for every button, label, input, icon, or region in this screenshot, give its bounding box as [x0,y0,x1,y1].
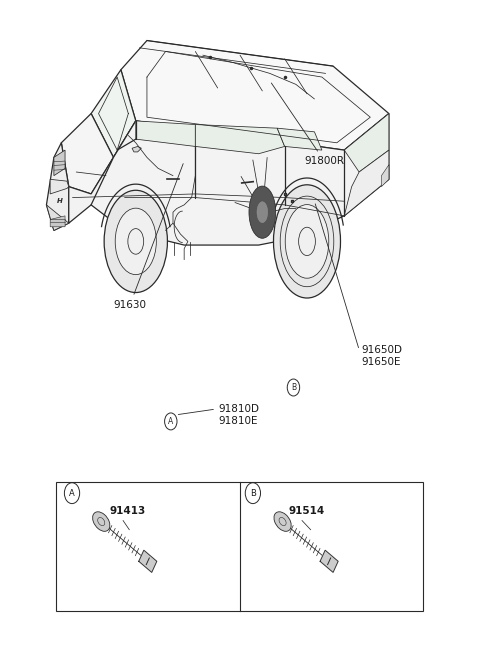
Text: A: A [168,417,173,426]
Text: 91514: 91514 [288,506,325,516]
Polygon shape [47,205,69,231]
Text: 91650E: 91650E [362,357,401,367]
Polygon shape [136,121,195,147]
Text: 91413: 91413 [110,506,146,516]
Ellipse shape [257,202,268,223]
Ellipse shape [274,512,291,531]
Text: H: H [57,198,62,204]
Polygon shape [47,143,69,231]
Polygon shape [61,113,113,194]
Text: B: B [291,383,296,392]
Polygon shape [344,113,389,172]
Ellipse shape [93,512,110,531]
Text: A: A [69,489,75,498]
Polygon shape [320,550,338,572]
Polygon shape [50,216,65,227]
Ellipse shape [285,204,329,278]
Polygon shape [195,124,285,154]
Ellipse shape [115,208,156,274]
Text: 91630: 91630 [114,164,183,310]
Polygon shape [91,69,136,157]
Polygon shape [121,41,389,150]
Text: 91810E: 91810E [218,416,258,426]
Polygon shape [50,179,69,194]
Ellipse shape [104,190,168,293]
Polygon shape [277,128,322,150]
Polygon shape [69,121,136,223]
Ellipse shape [274,185,340,298]
Polygon shape [382,164,389,187]
Ellipse shape [249,186,276,238]
Polygon shape [54,150,65,176]
Polygon shape [132,147,141,152]
Text: B: B [250,489,256,498]
Text: 91810D: 91810D [218,404,260,414]
Text: 91650D: 91650D [362,345,403,355]
Text: 91800R: 91800R [271,83,345,166]
Polygon shape [91,113,389,245]
Polygon shape [139,550,157,572]
Bar [56,482,423,611]
Polygon shape [344,150,389,216]
